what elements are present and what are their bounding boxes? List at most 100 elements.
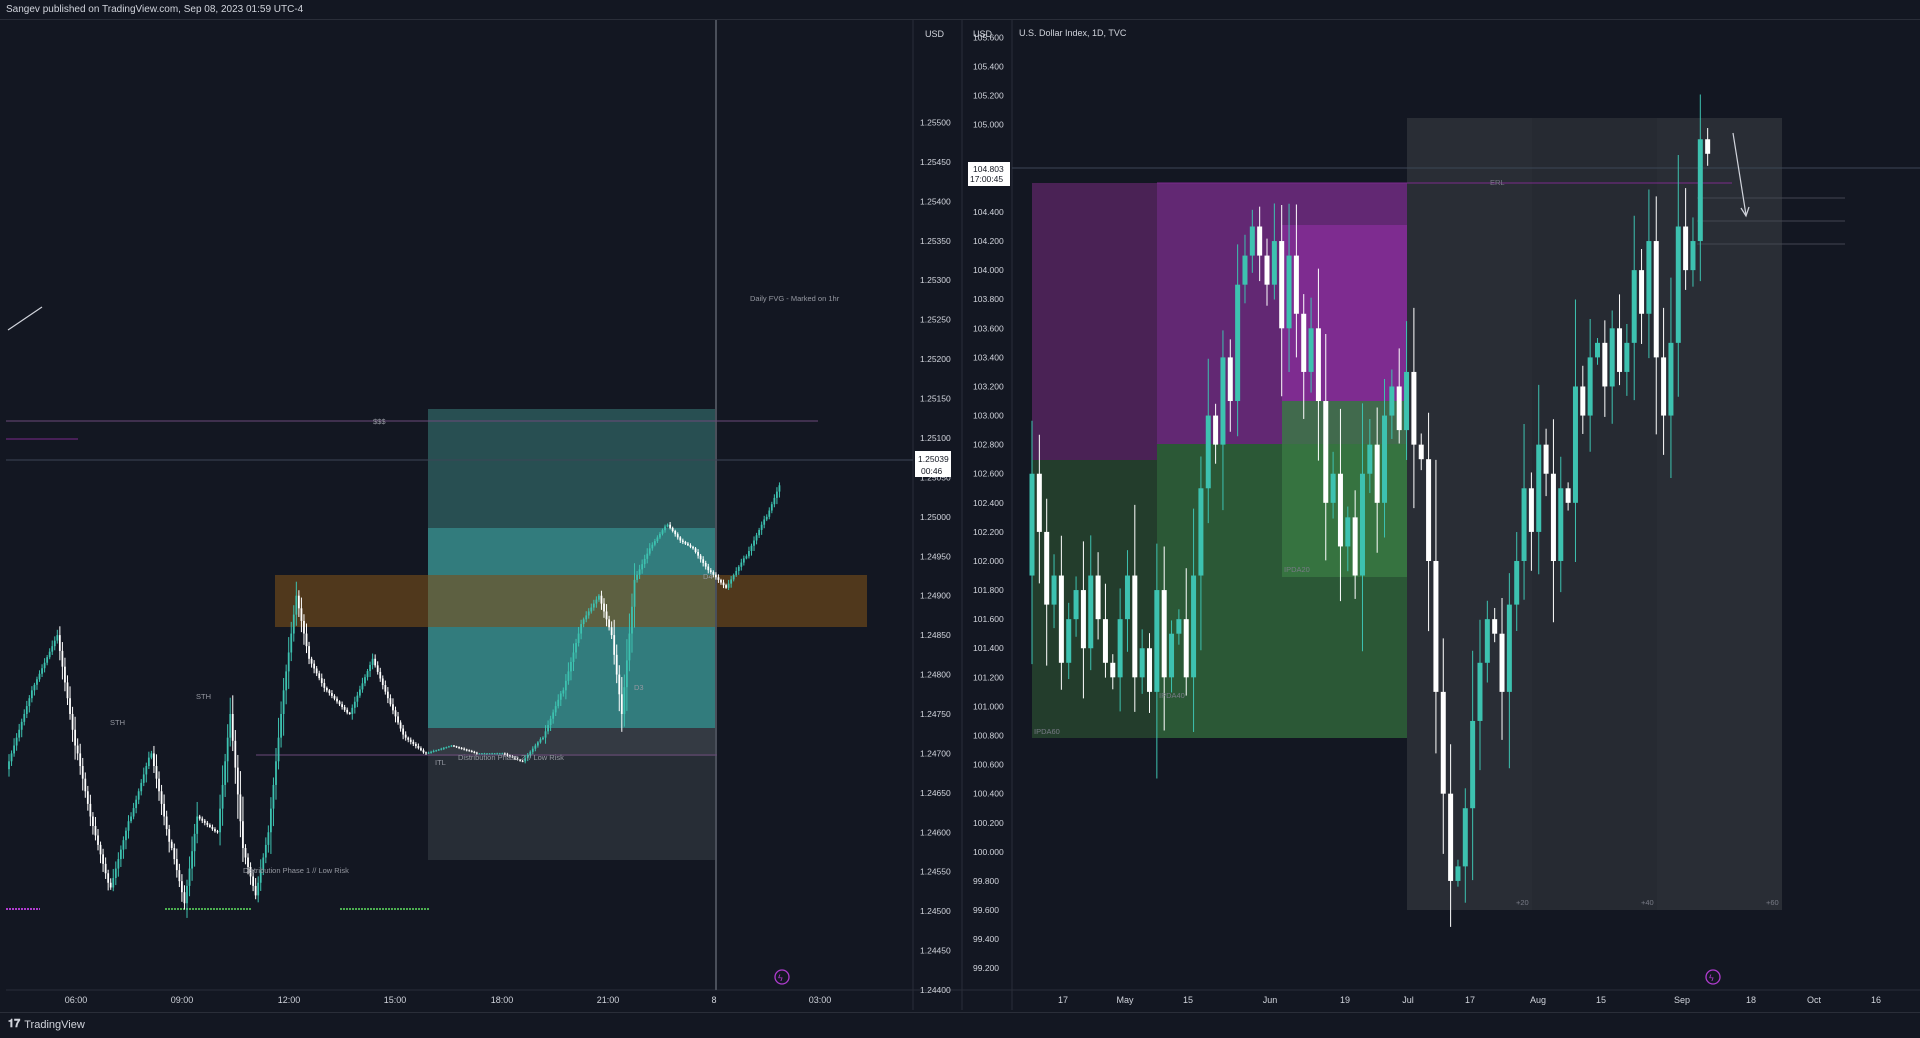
lightning-glyph-right: ϟ (1709, 973, 1714, 983)
right-y-tick-label: 103.400 (973, 352, 1004, 362)
left-candle-body (669, 524, 672, 528)
left-candle-body (600, 595, 603, 604)
annotation-sth-1: STH (110, 718, 125, 727)
left-candle-body (325, 687, 328, 691)
lightning-icon-left[interactable] (774, 969, 790, 985)
right-candle-body (1675, 226, 1681, 343)
left-candle-body (224, 761, 227, 785)
annotation-phase-2: Distribution Phase 2 // Low Risk (458, 753, 564, 762)
right-x-tick-label: May (1116, 995, 1134, 1005)
annotation-ipda20: IPDA20 (1284, 565, 1310, 574)
right-candle-body (1411, 371, 1417, 445)
left-candle-body (702, 559, 705, 563)
right-candle-body (1653, 241, 1659, 358)
left-y-tick-label: 1.24550 (920, 867, 951, 877)
left-candle-body (577, 633, 580, 644)
left-candle-body (89, 803, 92, 817)
left-countdown: 00:46 (921, 466, 943, 476)
right-candle-body (1154, 590, 1160, 692)
right-candle-body (1631, 270, 1637, 343)
right-candle-body (1609, 328, 1615, 387)
left-candle-body (475, 752, 478, 754)
left-candle-body (36, 679, 38, 685)
right-y-tick-label: 101.600 (973, 614, 1004, 624)
left-candle-body (653, 541, 656, 545)
left-candle-body (394, 710, 397, 717)
left-candle-body (38, 673, 41, 680)
right-candle-body (1293, 255, 1299, 314)
right-candle-body (1124, 575, 1130, 620)
right-candle-body (1301, 313, 1307, 372)
left-candle-body (229, 713, 232, 738)
right-candle-body (1646, 241, 1652, 314)
right-y-tick-label: 99.400 (973, 934, 999, 944)
left-candle-body (277, 737, 280, 762)
right-candle-body (1257, 226, 1263, 256)
right-candle-body (1132, 575, 1138, 678)
left-candle-body (770, 504, 773, 511)
right-candle-body (1382, 415, 1388, 503)
right-candle-body (1514, 560, 1520, 605)
left-candle-body (580, 624, 583, 634)
left-candle-body (453, 745, 455, 747)
left-candle-body (236, 767, 239, 795)
left-candle-body (384, 685, 387, 692)
left-candle-body (697, 552, 699, 556)
left-candle-body (287, 652, 290, 672)
right-candle-body (1448, 793, 1454, 881)
left-y-tick-label: 1.25250 (920, 315, 951, 325)
right-candle-body (1536, 444, 1542, 532)
left-candle-body (308, 646, 310, 659)
left-candle-body (704, 562, 707, 567)
left-candle-body (379, 671, 382, 679)
left-candle-body (234, 740, 237, 768)
left-candle-body (427, 752, 430, 754)
right-candle-body (1139, 648, 1145, 678)
left-candle-body (547, 725, 549, 732)
right-candle-body (1220, 357, 1226, 445)
left-candle-body (66, 682, 69, 699)
left-candle-body (524, 758, 527, 762)
left-candle-body (481, 753, 483, 755)
left-candle-body (208, 824, 211, 828)
right-candle-body (1506, 604, 1512, 692)
right-chart-title: U.S. Dollar Index, 1D, TVC (1019, 28, 1127, 38)
left-candle-body (598, 595, 600, 600)
right-candle-body (1543, 444, 1549, 474)
left-candle-body (463, 748, 466, 750)
left-candle-body (264, 844, 267, 858)
left-candle-body (699, 555, 702, 560)
left-candle-body (140, 782, 143, 792)
right-candle-body (1044, 531, 1050, 605)
left-candle-body (71, 713, 74, 730)
right-candle-body (1440, 691, 1446, 794)
left-candle-body (206, 822, 209, 825)
left-candle-body (114, 868, 117, 879)
left-candle-body (219, 808, 221, 833)
right-currency-label: USD (973, 29, 993, 39)
trend-line (7, 306, 43, 331)
right-candle-body (1367, 444, 1373, 474)
right-y-tick-label: 105.000 (973, 120, 1004, 130)
left-candle-body (64, 666, 66, 683)
left-candle-body (216, 831, 219, 833)
left-candle-body (366, 671, 369, 678)
left-candle-body (112, 878, 115, 888)
left-candle-body (730, 579, 733, 584)
lightning-icon-right[interactable] (1705, 969, 1721, 985)
right-candle-body (1521, 488, 1527, 561)
left-candle-body (409, 739, 412, 742)
right-candle-body (1484, 619, 1490, 663)
left-candle-body (638, 569, 641, 575)
left-candle-body (338, 701, 341, 705)
tradingview-brand[interactable]: 𝟏𝟕 TradingView (8, 1018, 85, 1031)
right-candle-body (1249, 226, 1255, 256)
right-y-tick-label: 101.200 (973, 672, 1004, 682)
right-candle-body (1683, 226, 1689, 271)
left-candle-body (13, 745, 15, 754)
premium-zone-1 (1032, 183, 1157, 460)
tradingview-logo-icon: 𝟏𝟕 (8, 1018, 21, 1030)
right-candle-body (1587, 357, 1593, 416)
left-candle-body (94, 825, 97, 836)
